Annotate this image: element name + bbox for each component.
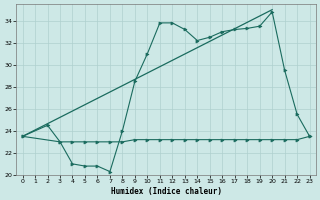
X-axis label: Humidex (Indice chaleur): Humidex (Indice chaleur) [111,187,221,196]
